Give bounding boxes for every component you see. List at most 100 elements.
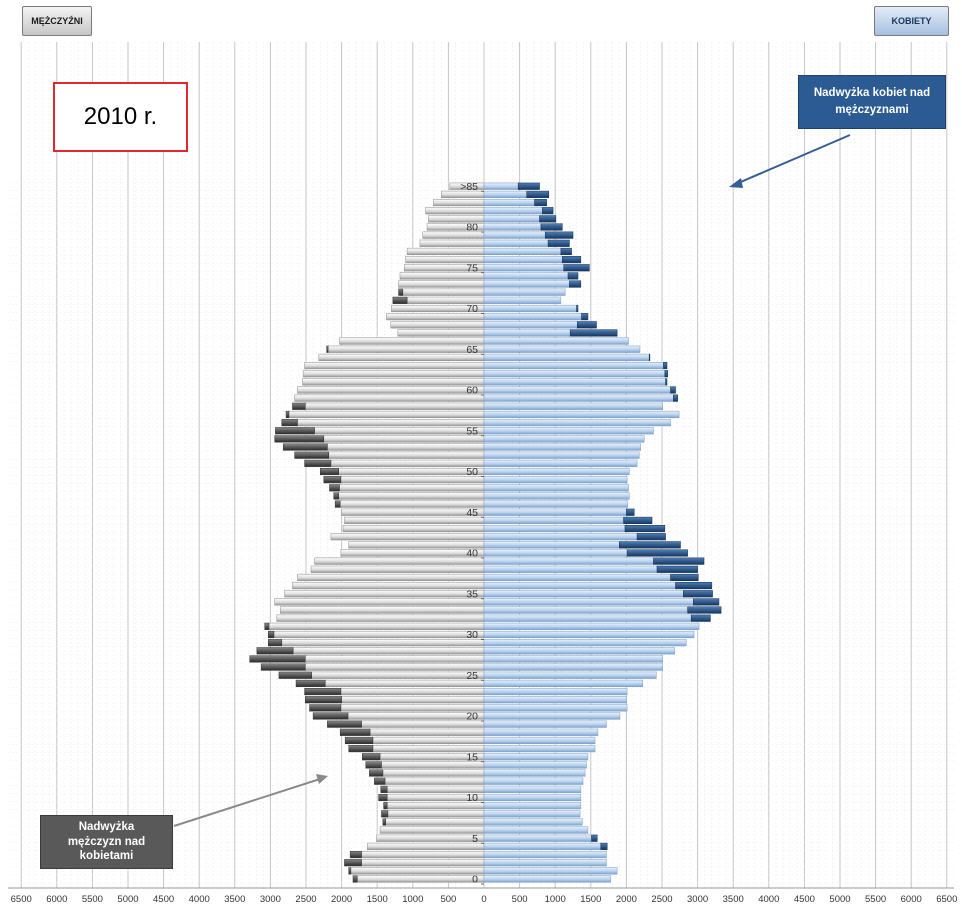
men-surplus-bar bbox=[260, 663, 306, 671]
women-bar bbox=[483, 761, 587, 769]
age-tick-label: 40 bbox=[466, 548, 478, 560]
women-bar bbox=[483, 655, 663, 663]
men-surplus-bar bbox=[319, 467, 340, 476]
women-bar bbox=[483, 704, 628, 712]
women-bar bbox=[483, 679, 644, 687]
women-surplus-bar bbox=[600, 842, 608, 850]
women-bar bbox=[483, 573, 671, 582]
men-bar bbox=[297, 386, 485, 394]
women-bar bbox=[483, 337, 629, 345]
women-bar bbox=[483, 818, 583, 826]
age-tick-label: 45 bbox=[466, 507, 478, 519]
women-bar bbox=[483, 630, 695, 639]
women-bar bbox=[483, 745, 596, 753]
women-surplus-bar bbox=[665, 378, 668, 386]
men-bar bbox=[350, 867, 485, 875]
men-bar bbox=[302, 378, 485, 386]
women-bar bbox=[483, 728, 599, 736]
women-bar bbox=[483, 451, 640, 459]
women-bar bbox=[483, 345, 641, 353]
men-bar bbox=[310, 565, 485, 573]
women-bar bbox=[483, 875, 611, 883]
men-bar bbox=[397, 329, 485, 337]
men-surplus-bar bbox=[329, 484, 340, 492]
men-surplus-callout: Nadwyżka mężczyzn nad kobietami bbox=[40, 815, 173, 869]
men-bar bbox=[361, 851, 485, 859]
women-bar bbox=[483, 622, 700, 630]
women-bar bbox=[483, 402, 663, 410]
women-bar bbox=[483, 565, 658, 573]
women-bar bbox=[483, 696, 627, 704]
men-bar bbox=[314, 427, 485, 435]
women-bar bbox=[483, 370, 666, 378]
women-bar bbox=[483, 321, 578, 329]
x-tick-label: 5500 bbox=[82, 894, 103, 905]
x-tick-label: 5500 bbox=[865, 894, 886, 905]
women-surplus-bar bbox=[540, 223, 563, 231]
men-surplus-bar bbox=[374, 777, 386, 785]
women-bar bbox=[483, 231, 546, 239]
women-bar bbox=[483, 435, 645, 443]
men-bar bbox=[344, 516, 485, 524]
women-bar bbox=[483, 777, 584, 785]
age-tick-label: >85 bbox=[460, 181, 478, 193]
year-label: 2010 r. bbox=[53, 82, 188, 152]
men-bar bbox=[292, 582, 485, 590]
x-tick-label: 1000 bbox=[545, 894, 566, 905]
women-bar bbox=[483, 476, 628, 484]
men-bar bbox=[276, 614, 485, 622]
women-bar bbox=[483, 296, 562, 304]
men-surplus-bar bbox=[256, 647, 294, 655]
men-surplus-bar bbox=[282, 443, 328, 451]
men-surplus-bar bbox=[344, 736, 374, 745]
men-surplus-bar bbox=[380, 785, 388, 793]
men-surplus-bar bbox=[398, 288, 404, 296]
women-surplus-bar bbox=[663, 362, 668, 370]
women-bar bbox=[483, 288, 566, 296]
women-bar bbox=[483, 467, 630, 476]
men-surplus-bar bbox=[274, 435, 325, 443]
age-tick-label: 55 bbox=[466, 425, 478, 437]
men-bar bbox=[348, 541, 485, 549]
men-bar bbox=[268, 622, 485, 630]
women-callout-arrow bbox=[735, 134, 851, 185]
age-tick-label: 60 bbox=[466, 385, 478, 397]
men-bar bbox=[305, 663, 485, 671]
men-bar bbox=[384, 777, 485, 785]
women-bar bbox=[483, 264, 564, 272]
men-surplus-bar bbox=[304, 688, 342, 696]
women-bar bbox=[483, 419, 671, 427]
men-button[interactable]: MĘŻCZYŹNI bbox=[22, 6, 92, 36]
men-bar bbox=[398, 280, 485, 288]
men-bar bbox=[390, 321, 485, 329]
men-bar bbox=[305, 655, 485, 663]
men-surplus-bar bbox=[285, 410, 290, 418]
age-tick-label: 50 bbox=[466, 466, 478, 478]
men-bar bbox=[284, 590, 485, 598]
men-bar bbox=[340, 476, 485, 484]
men-surplus-bar bbox=[275, 427, 315, 435]
women-bar bbox=[483, 329, 571, 337]
men-bar bbox=[294, 394, 485, 402]
men-bar bbox=[297, 419, 485, 427]
men-bar bbox=[361, 859, 485, 867]
x-tick-label: 4000 bbox=[189, 894, 210, 905]
x-tick-label: 3000 bbox=[687, 894, 708, 905]
age-tick-label: 80 bbox=[466, 222, 478, 234]
men-surplus-bar bbox=[305, 696, 342, 704]
women-surplus-bar bbox=[534, 199, 547, 207]
men-callout-arrow bbox=[173, 778, 321, 827]
men-bar bbox=[341, 696, 485, 704]
men-bar bbox=[338, 467, 485, 476]
men-bar bbox=[340, 549, 485, 557]
women-bar bbox=[483, 508, 627, 516]
women-bar bbox=[483, 810, 581, 818]
men-surplus-bar bbox=[249, 655, 306, 663]
men-bar bbox=[292, 647, 485, 655]
women-surplus-bar bbox=[517, 182, 540, 190]
women-surplus-bar bbox=[664, 370, 668, 378]
women-button[interactable]: KOBIETY bbox=[874, 6, 949, 36]
men-surplus-bar bbox=[292, 402, 306, 410]
women-bar bbox=[483, 207, 543, 215]
